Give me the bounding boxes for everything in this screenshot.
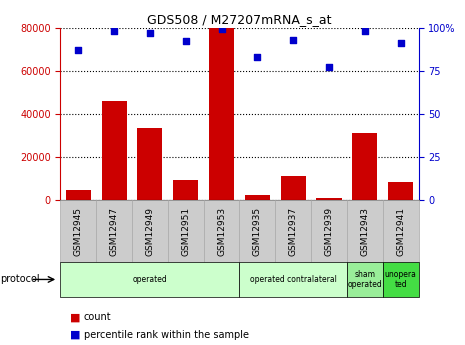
Bar — [352, 133, 377, 200]
Text: GSM12953: GSM12953 — [217, 207, 226, 256]
Text: GSM12943: GSM12943 — [360, 207, 369, 256]
Text: GSM12935: GSM12935 — [253, 207, 262, 256]
Point — [111, 28, 118, 34]
Bar — [102, 101, 126, 200]
Point — [146, 30, 153, 36]
Point — [289, 37, 297, 42]
Point — [254, 54, 261, 60]
Bar — [138, 128, 162, 200]
Text: operated: operated — [133, 275, 167, 284]
Text: GSM12945: GSM12945 — [74, 207, 83, 256]
Text: sham
operated: sham operated — [347, 270, 382, 289]
Text: GSM12939: GSM12939 — [325, 207, 333, 256]
Point — [397, 40, 405, 46]
Point — [218, 27, 225, 32]
Text: GSM12937: GSM12937 — [289, 207, 298, 256]
Text: ■: ■ — [70, 330, 80, 339]
Text: GSM12951: GSM12951 — [181, 207, 190, 256]
Text: GSM12941: GSM12941 — [396, 207, 405, 256]
Bar — [317, 197, 341, 200]
Bar — [209, 28, 234, 200]
Bar — [66, 190, 91, 200]
Point — [182, 39, 190, 44]
Point — [74, 47, 82, 53]
Text: GSM12947: GSM12947 — [110, 207, 119, 256]
Text: unopera
ted: unopera ted — [385, 270, 417, 289]
Text: protocol: protocol — [0, 275, 40, 284]
Title: GDS508 / M27207mRNA_s_at: GDS508 / M27207mRNA_s_at — [147, 13, 332, 27]
Point — [326, 65, 333, 70]
Text: operated contralateral: operated contralateral — [250, 275, 337, 284]
Text: ■: ■ — [70, 313, 80, 322]
Text: count: count — [84, 313, 111, 322]
Text: percentile rank within the sample: percentile rank within the sample — [84, 330, 249, 339]
Bar — [388, 182, 413, 200]
Bar — [281, 176, 306, 200]
Bar — [173, 180, 198, 200]
Point — [361, 28, 368, 34]
Text: GSM12949: GSM12949 — [146, 207, 154, 256]
Bar — [245, 195, 270, 200]
